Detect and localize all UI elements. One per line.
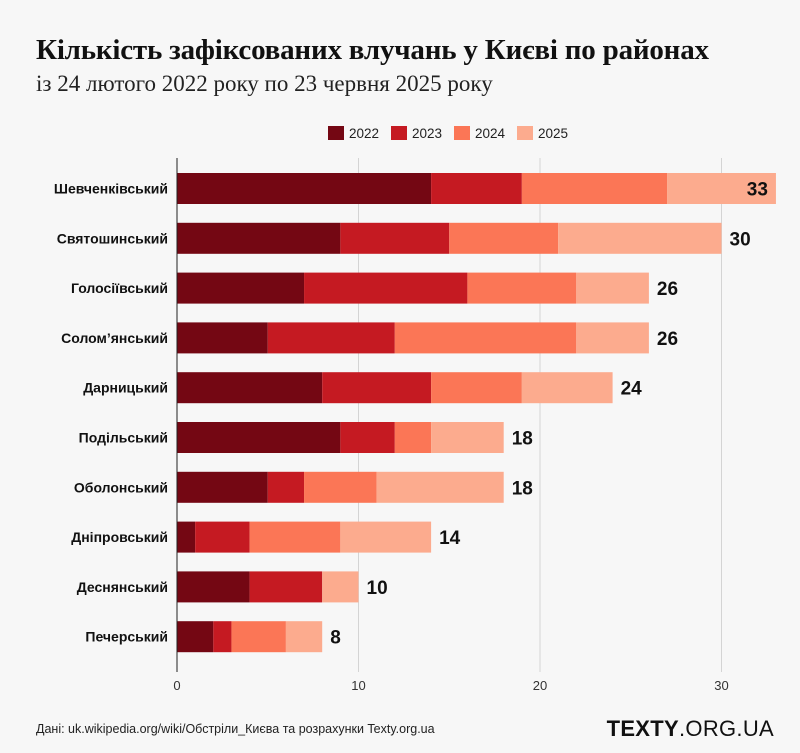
brand-rest: .ORG.UA bbox=[679, 716, 774, 741]
total-label: 18 bbox=[512, 478, 533, 499]
brand-bold: TEXTY bbox=[606, 716, 679, 741]
bar-segment-2025 bbox=[576, 272, 649, 304]
bar-segment-2022 bbox=[177, 571, 250, 603]
bar-segment-2025 bbox=[376, 471, 504, 503]
legend-swatch bbox=[454, 126, 470, 140]
category-label: Шевченківський bbox=[54, 181, 168, 197]
category-label: Дніпровський bbox=[71, 529, 168, 545]
bar-segment-2024 bbox=[467, 272, 577, 304]
legend-label: 2024 bbox=[475, 126, 506, 141]
total-label: 10 bbox=[367, 578, 388, 599]
bar-segment-2025 bbox=[322, 571, 359, 603]
bar-segment-2023 bbox=[431, 173, 522, 204]
brand-logo: TEXTY.ORG.UA bbox=[607, 716, 774, 742]
total-label: 8 bbox=[330, 628, 341, 649]
bar-segment-2022 bbox=[177, 272, 305, 304]
bar-segment-2023 bbox=[213, 621, 232, 653]
bar-segment-2023 bbox=[267, 471, 305, 503]
bar-segment-2023 bbox=[340, 422, 395, 453]
chart-title: Кількість зафіксованих влучань у Києві п… bbox=[36, 34, 709, 66]
bar-segment-2023 bbox=[340, 222, 450, 254]
category-label: Подільський bbox=[79, 430, 168, 446]
total-label: 26 bbox=[657, 279, 678, 300]
legend-label: 2023 bbox=[412, 126, 442, 141]
bar-segment-2024 bbox=[304, 471, 377, 503]
bar-segment-2024 bbox=[231, 621, 286, 653]
total-label: 26 bbox=[657, 329, 678, 350]
legend-swatch bbox=[517, 126, 533, 140]
x-tick-label: 30 bbox=[714, 678, 728, 693]
bar-segment-2024 bbox=[249, 521, 341, 553]
bar-segment-2022 bbox=[177, 222, 341, 254]
category-label: Деснянський bbox=[77, 579, 168, 595]
x-tick-label: 0 bbox=[173, 678, 180, 693]
legend-swatch bbox=[391, 126, 407, 140]
category-label: Солом’янський bbox=[61, 330, 168, 346]
category-label: Оболонський bbox=[74, 479, 168, 495]
bar-segment-2022 bbox=[177, 372, 323, 404]
bar-segment-2023 bbox=[267, 322, 395, 354]
bar-segment-2022 bbox=[177, 422, 341, 453]
legend-label: 2022 bbox=[349, 126, 379, 141]
chart-subtitle: із 24 лютого 2022 року по 23 червня 2025… bbox=[36, 71, 493, 96]
bar-segment-2022 bbox=[177, 322, 268, 354]
bar-segment-2024 bbox=[521, 173, 668, 204]
total-label: 18 bbox=[512, 429, 533, 450]
bar-segment-2022 bbox=[177, 173, 432, 204]
bar-segment-2023 bbox=[322, 372, 432, 404]
bar-segment-2023 bbox=[304, 272, 468, 304]
bar-segment-2025 bbox=[340, 521, 432, 553]
x-tick-label: 20 bbox=[533, 678, 547, 693]
bar-segment-2023 bbox=[195, 521, 250, 553]
bar-segment-2025 bbox=[558, 222, 722, 254]
bar-segment-2023 bbox=[249, 571, 323, 603]
x-tick-label: 10 bbox=[351, 678, 365, 693]
bar-segment-2022 bbox=[177, 521, 196, 553]
bar-segment-2025 bbox=[521, 372, 613, 404]
total-label: 24 bbox=[621, 379, 643, 400]
bar-segment-2024 bbox=[431, 372, 522, 404]
bar-segment-2025 bbox=[285, 621, 323, 653]
legend-swatch bbox=[328, 126, 344, 140]
bar-segment-2024 bbox=[394, 422, 432, 453]
category-label: Дарницький bbox=[83, 380, 168, 396]
legend-label: 2025 bbox=[538, 126, 568, 141]
data-source-note: Дані: uk.wikipedia.org/wiki/Обстріли_Киє… bbox=[36, 722, 435, 736]
total-label: 30 bbox=[730, 229, 751, 250]
bar-segment-2022 bbox=[177, 621, 214, 653]
bar-segment-2025 bbox=[667, 173, 776, 204]
category-label: Святошинський bbox=[57, 230, 168, 246]
total-label: 14 bbox=[439, 528, 461, 549]
total-label: 33 bbox=[747, 180, 768, 201]
bar-segment-2025 bbox=[431, 422, 504, 453]
bar-segment-2024 bbox=[449, 222, 559, 254]
bar-segment-2024 bbox=[394, 322, 577, 354]
bar-segment-2022 bbox=[177, 471, 268, 503]
bar-segment-2025 bbox=[576, 322, 649, 354]
category-label: Печерський bbox=[85, 629, 168, 645]
category-label: Голосіївський bbox=[71, 280, 168, 296]
